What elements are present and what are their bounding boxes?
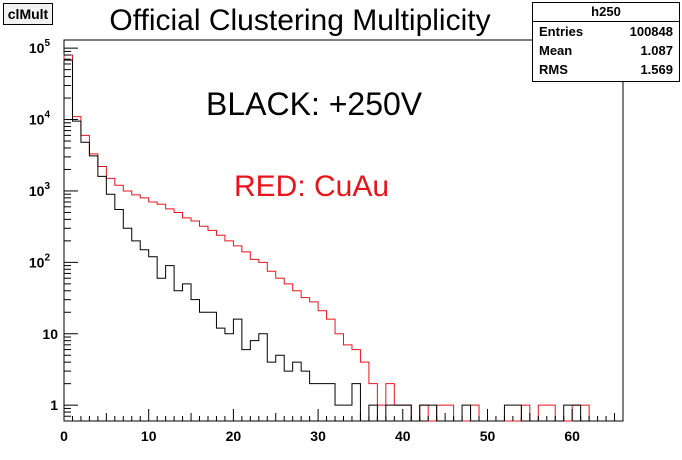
stats-row-entries: Entries 100848 [533, 22, 679, 41]
annotation-red: RED: CuAu [234, 170, 390, 203]
x-tick-label: 50 [480, 428, 496, 444]
x-tick-label: 60 [564, 428, 580, 444]
axis-layer: 0 10 20 30 40 50 60 1 10 102 103 104 105 [29, 38, 624, 444]
annotation-black: BLACK: +250V [206, 86, 423, 122]
y-tick-label: 102 [29, 252, 51, 270]
histogram-tag[interactable]: clMult [3, 3, 53, 25]
y-tick-label: 1 [50, 397, 58, 413]
stats-label: Mean [539, 43, 573, 58]
stats-box: h250 Entries 100848 Mean 1.087 RMS 1.569 [532, 2, 680, 82]
y-tick-label: 103 [29, 181, 51, 199]
y-tick-label: 10 [42, 326, 58, 342]
series-000000-line [63, 59, 623, 422]
series-layer [63, 54, 623, 422]
x-tick-label: 30 [310, 428, 326, 444]
y-tick-label: 104 [29, 110, 51, 128]
y-tick-label: 105 [29, 38, 51, 56]
x-tick-label: 10 [141, 428, 157, 444]
y-tick-exponent: 3 [44, 181, 50, 192]
stats-label: Entries [539, 24, 584, 39]
stats-value: 100848 [629, 24, 673, 39]
y-tick-exponent: 5 [44, 38, 50, 49]
stats-label: RMS [539, 62, 568, 77]
stats-row-rms: RMS 1.569 [533, 60, 679, 79]
stats-value: 1.087 [640, 43, 673, 58]
stats-value: 1.569 [640, 62, 673, 77]
y-tick-exponent: 4 [44, 110, 50, 121]
series-e8141b-line [63, 54, 623, 422]
x-tick-label: 20 [226, 428, 242, 444]
y-tick-exponent: 2 [44, 252, 50, 263]
x-tick-label: 40 [395, 428, 411, 444]
stats-name: h250 [533, 3, 679, 22]
stats-row-mean: Mean 1.087 [533, 41, 679, 60]
chart-title: Official Clustering Multiplicity [109, 4, 491, 37]
x-tick-label: 0 [60, 428, 68, 444]
